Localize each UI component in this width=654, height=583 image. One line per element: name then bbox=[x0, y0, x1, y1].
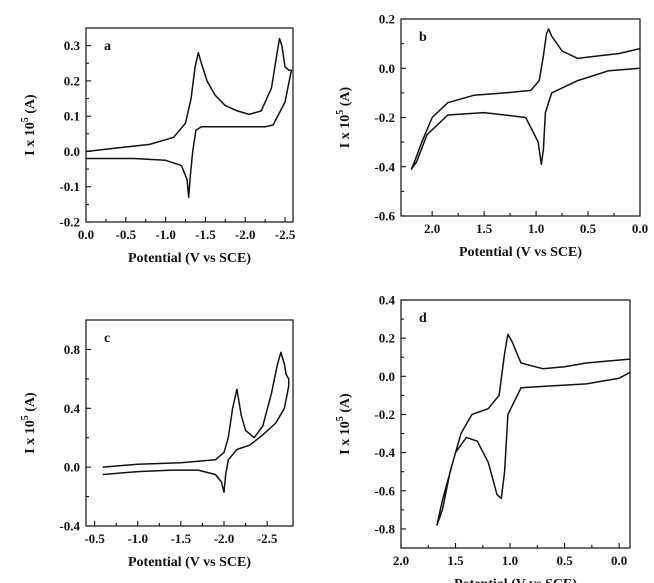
y-tick-label-b: 0.0 bbox=[379, 61, 395, 76]
y-tick-label-d: 0.4 bbox=[379, 293, 396, 308]
y-tick-label-d: 0.2 bbox=[379, 331, 395, 346]
x-tick-label-b: 2.0 bbox=[424, 221, 440, 236]
x-tick-label-a: -0.5 bbox=[116, 227, 137, 242]
panel-label-c: c bbox=[104, 331, 110, 346]
plot-frame-a bbox=[85, 27, 294, 223]
y-tick-label-a: 0.2 bbox=[64, 73, 80, 88]
y-tick-label-d: -0.2 bbox=[374, 407, 395, 422]
plot-frame-c bbox=[85, 319, 294, 527]
x-tick-label-a: -2.5 bbox=[275, 227, 296, 242]
chart-panel-a: 0.0 -0.5 -1.0 -1.5 -2.0 -2.5 -0.2 -0.1 0.0 0.1 0.2… bbox=[20, 27, 296, 266]
plot-frame-d bbox=[400, 299, 631, 549]
y-tick-label-c: 0.4 bbox=[64, 401, 81, 416]
x-axis-label-b: Potential (V vs SCE) bbox=[459, 245, 582, 260]
y-tick-label-d: 0.0 bbox=[379, 369, 395, 384]
cv-curve-c bbox=[102, 351, 290, 493]
y-tick-label-a: -0.1 bbox=[59, 179, 80, 194]
x-axis-label-c: Potential (V vs SCE) bbox=[128, 555, 251, 570]
y-tick-label-d: -0.8 bbox=[374, 521, 395, 536]
panel-label-a: a bbox=[104, 39, 111, 54]
x-tick-label-d: 0.0 bbox=[611, 553, 627, 568]
y-tick-label-a: 0.1 bbox=[64, 109, 80, 124]
y-tick-label-c: 0.0 bbox=[64, 460, 80, 475]
x-tick-label-c: -0.5 bbox=[84, 531, 105, 546]
x-tick-label-a: -1.0 bbox=[155, 227, 176, 242]
x-tick-label-b: 1.0 bbox=[528, 221, 544, 236]
cv-curve-a bbox=[85, 37, 293, 199]
x-tick-label-c: -1.5 bbox=[171, 531, 192, 546]
panel-label-b: b bbox=[419, 30, 427, 45]
x-axis-label-a: Potential (V vs SCE) bbox=[128, 251, 251, 266]
x-axis-label-d: Potential (V vs SCE) bbox=[454, 577, 577, 583]
x-tick-label-b: 1.5 bbox=[476, 221, 493, 236]
x-tick-label-a: -2.0 bbox=[235, 227, 256, 242]
chart-panel-d: 2.0 1.5 1.0 0.5 0.0 -0.8 -0.6 -0.4 -0.2 0.0 0.2 0.4… bbox=[335, 293, 631, 583]
y-tick-label-a: -0.2 bbox=[59, 215, 80, 230]
x-tick-label-c: -1.0 bbox=[127, 531, 148, 546]
y-axis-label-d: I x 105 (A) bbox=[335, 393, 353, 455]
x-tick-label-d: 2.0 bbox=[393, 553, 409, 568]
y-axis-label-a: I x 105 (A) bbox=[20, 94, 38, 156]
y-tick-label-a: 0.3 bbox=[64, 38, 81, 53]
y-tick-label-b: -0.6 bbox=[374, 209, 395, 224]
y-axis-label-b: I x 105 (A) bbox=[335, 86, 353, 148]
x-tick-label-a: -1.5 bbox=[195, 227, 216, 242]
cv-curve-d bbox=[436, 333, 631, 526]
x-tick-label-d: 1.0 bbox=[502, 553, 518, 568]
cv-curve-b bbox=[410, 28, 641, 170]
x-tick-label-a: 0.0 bbox=[78, 227, 94, 242]
y-tick-label-d: -0.4 bbox=[374, 445, 395, 460]
x-tick-label-b: 0.5 bbox=[580, 221, 597, 236]
y-tick-label-b: -0.2 bbox=[374, 110, 395, 125]
y-tick-label-a: 0.0 bbox=[64, 144, 80, 159]
x-tick-label-b: 0.0 bbox=[632, 221, 648, 236]
chart-panel-b: 2.0 1.5 1.0 0.5 0.0 -0.6 -0.4 -0.2 0.0 0.2 b Potent… bbox=[335, 12, 648, 261]
y-tick-label-d: -0.6 bbox=[374, 483, 395, 498]
x-tick-label-d: 1.5 bbox=[447, 553, 464, 568]
y-tick-label-c: 0.8 bbox=[64, 342, 81, 357]
y-axis-label-c: I x 105 (A) bbox=[20, 392, 38, 454]
y-tick-label-c: -0.4 bbox=[59, 519, 80, 534]
y-tick-label-b: 0.2 bbox=[379, 12, 395, 27]
chart-panel-c: -0.5 -1.0 -1.5 -2.0 -2.5 -0.4 0.0 0.4 0.8 c Potent… bbox=[20, 319, 294, 570]
panel-label-d: d bbox=[419, 311, 427, 326]
y-tick-label-b: -0.4 bbox=[374, 159, 395, 174]
x-tick-label-d: 0.5 bbox=[556, 553, 573, 568]
x-tick-label-c: -2.5 bbox=[257, 531, 278, 546]
x-tick-label-c: -2.0 bbox=[214, 531, 235, 546]
